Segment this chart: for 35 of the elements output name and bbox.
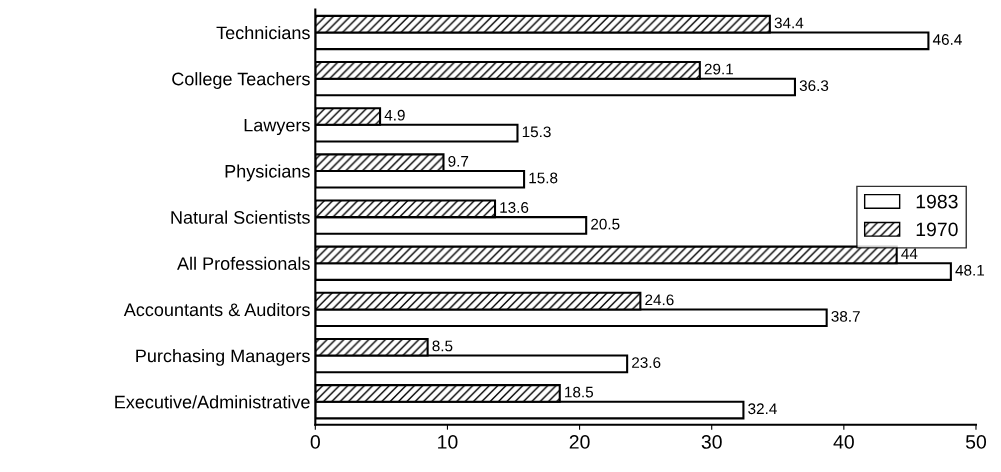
data-label: 48.1: [955, 264, 985, 276]
data-label: 32.4: [748, 403, 777, 415]
data-label: 8.5: [432, 340, 453, 352]
y-tick-label: Technicians: [216, 25, 310, 40]
data-label: 29.1: [704, 63, 733, 75]
data-label: 24.6: [645, 294, 674, 306]
legend-label: 1970: [916, 222, 958, 237]
x-tick-label: 10: [438, 435, 458, 449]
data-label: 36.3: [799, 80, 829, 92]
x-tick-label: 20: [569, 435, 590, 449]
y-tick-label: All Professionals: [177, 256, 310, 270]
legend-label: 1983: [916, 194, 958, 209]
data-label: 18.5: [565, 386, 594, 398]
y-tick-label: College Teachers: [172, 72, 310, 89]
data-label: 9.7: [448, 155, 469, 167]
data-label: 13.6: [500, 202, 529, 213]
data-label: 38.7: [831, 311, 860, 322]
data-label: 46.4: [932, 34, 962, 45]
y-tick-label: Natural Scientists: [171, 210, 310, 224]
data-label: 44: [901, 248, 918, 259]
data-label: 23.6: [632, 357, 661, 368]
data-label: 15.3: [522, 126, 551, 138]
x-tick-label: 40: [833, 435, 854, 449]
data-label: 15.8: [529, 172, 558, 184]
x-tick-label: 30: [701, 435, 722, 449]
y-tick-label: Purchasing Managers: [136, 349, 310, 366]
data-label: 20.5: [591, 218, 620, 230]
x-tick-label: 50: [965, 435, 987, 449]
y-tick-label: Executive/Administrative: [115, 395, 310, 409]
x-tick-label: 0: [310, 435, 320, 449]
y-tick-label: Accountants & Auditors: [123, 302, 310, 317]
y-tick-label: Lawyers: [244, 118, 310, 136]
data-label: 34.4: [774, 17, 804, 29]
data-label: 4.9: [384, 109, 405, 121]
y-tick-label: Physicians: [225, 164, 310, 182]
